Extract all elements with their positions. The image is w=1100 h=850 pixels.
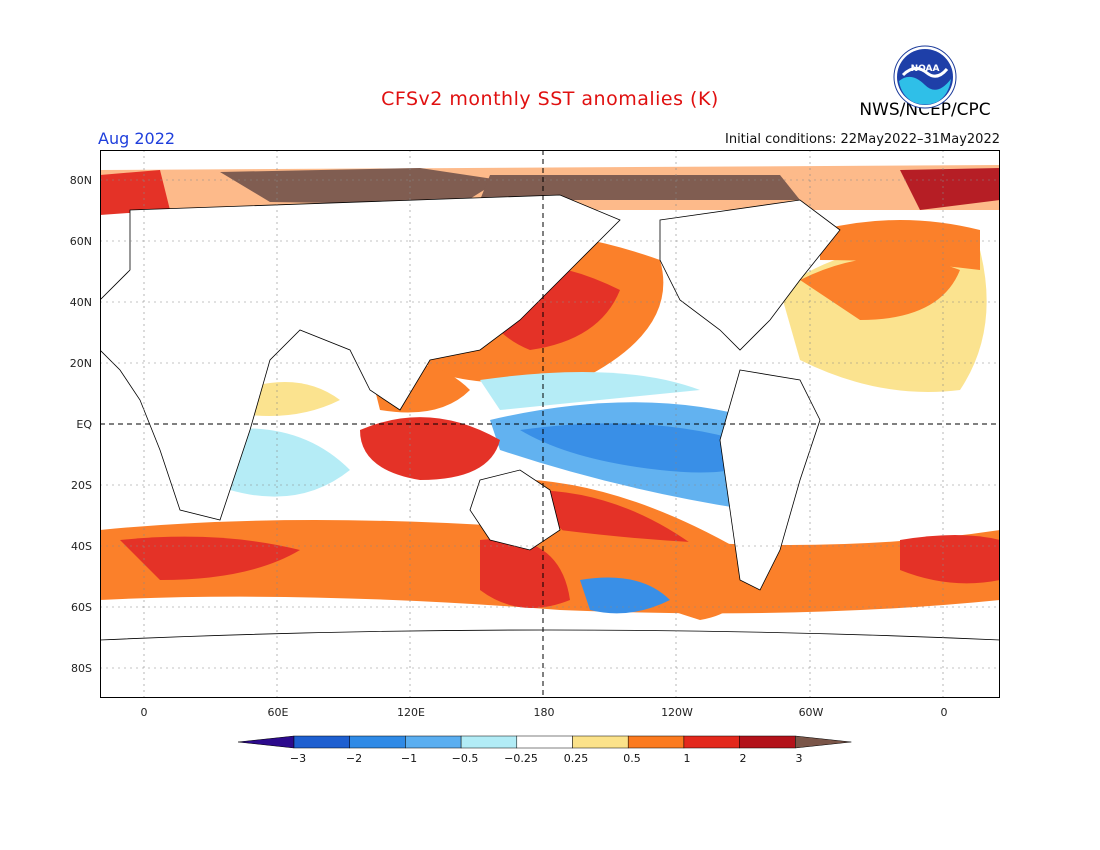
- logo-text: NOAA: [911, 64, 940, 74]
- forecast-month: Aug 2022: [98, 129, 176, 148]
- colorbar-label: 2: [739, 752, 747, 765]
- lat-label: 40N: [69, 296, 92, 309]
- lon-label: 120W: [661, 706, 693, 719]
- colorbar-cells: [238, 735, 852, 749]
- colorbar-label: −1: [400, 752, 418, 765]
- colorbar-cell: [349, 735, 406, 749]
- map-title: CFSv2 monthly SST anomalies (K): [381, 88, 719, 110]
- lat-label: 20S: [71, 479, 92, 492]
- agency-label: NWS/NCEP/CPC: [859, 100, 991, 120]
- gridlines: [100, 150, 1000, 698]
- colorbar-label: 0.5: [623, 752, 641, 765]
- colorbar-cell: [293, 735, 350, 749]
- colorbar-label: 0.25: [563, 752, 589, 765]
- colorbar-label: −3: [289, 752, 307, 765]
- lat-label: 60N: [69, 235, 92, 248]
- colorbar-cell: [516, 735, 573, 749]
- colorbar-cell: [739, 735, 796, 749]
- colorbar-label: −0.5: [451, 752, 479, 765]
- lat-label: 80N: [69, 174, 92, 187]
- sst-anomaly-map: [100, 150, 1000, 698]
- noaa-logo: NOAA: [893, 45, 957, 109]
- colorbar-max-arrow: [795, 735, 852, 749]
- initial-conditions: Initial conditions: 22May2022–31May2022: [725, 132, 1000, 147]
- colorbar-label: −0.25: [504, 752, 538, 765]
- colorbar-label: 3: [795, 752, 803, 765]
- colorbar-label: 1: [683, 752, 691, 765]
- lon-label: 0: [140, 706, 148, 719]
- lat-label: 40S: [71, 540, 92, 553]
- lon-label: 120E: [397, 706, 425, 719]
- lon-label: 0: [940, 706, 948, 719]
- lat-label: 60S: [71, 601, 92, 614]
- lat-label: EQ: [76, 418, 92, 431]
- colorbar-cell: [683, 735, 740, 749]
- lat-label: 80S: [71, 662, 92, 675]
- colorbar-cell: [460, 735, 518, 749]
- colorbar-min-arrow: [238, 735, 295, 749]
- colorbar-cell: [572, 735, 629, 749]
- lon-label: 60W: [798, 706, 824, 719]
- colorbar-cell: [405, 735, 462, 749]
- lat-label: 20N: [69, 357, 92, 370]
- colorbar: [238, 735, 852, 749]
- colorbar-label: −2: [345, 752, 363, 765]
- anomaly-field: [100, 165, 1000, 620]
- colorbar-cell: [627, 735, 685, 749]
- lon-label: 180: [533, 706, 555, 719]
- lon-label: 60E: [267, 706, 289, 719]
- continents: [100, 194, 1000, 698]
